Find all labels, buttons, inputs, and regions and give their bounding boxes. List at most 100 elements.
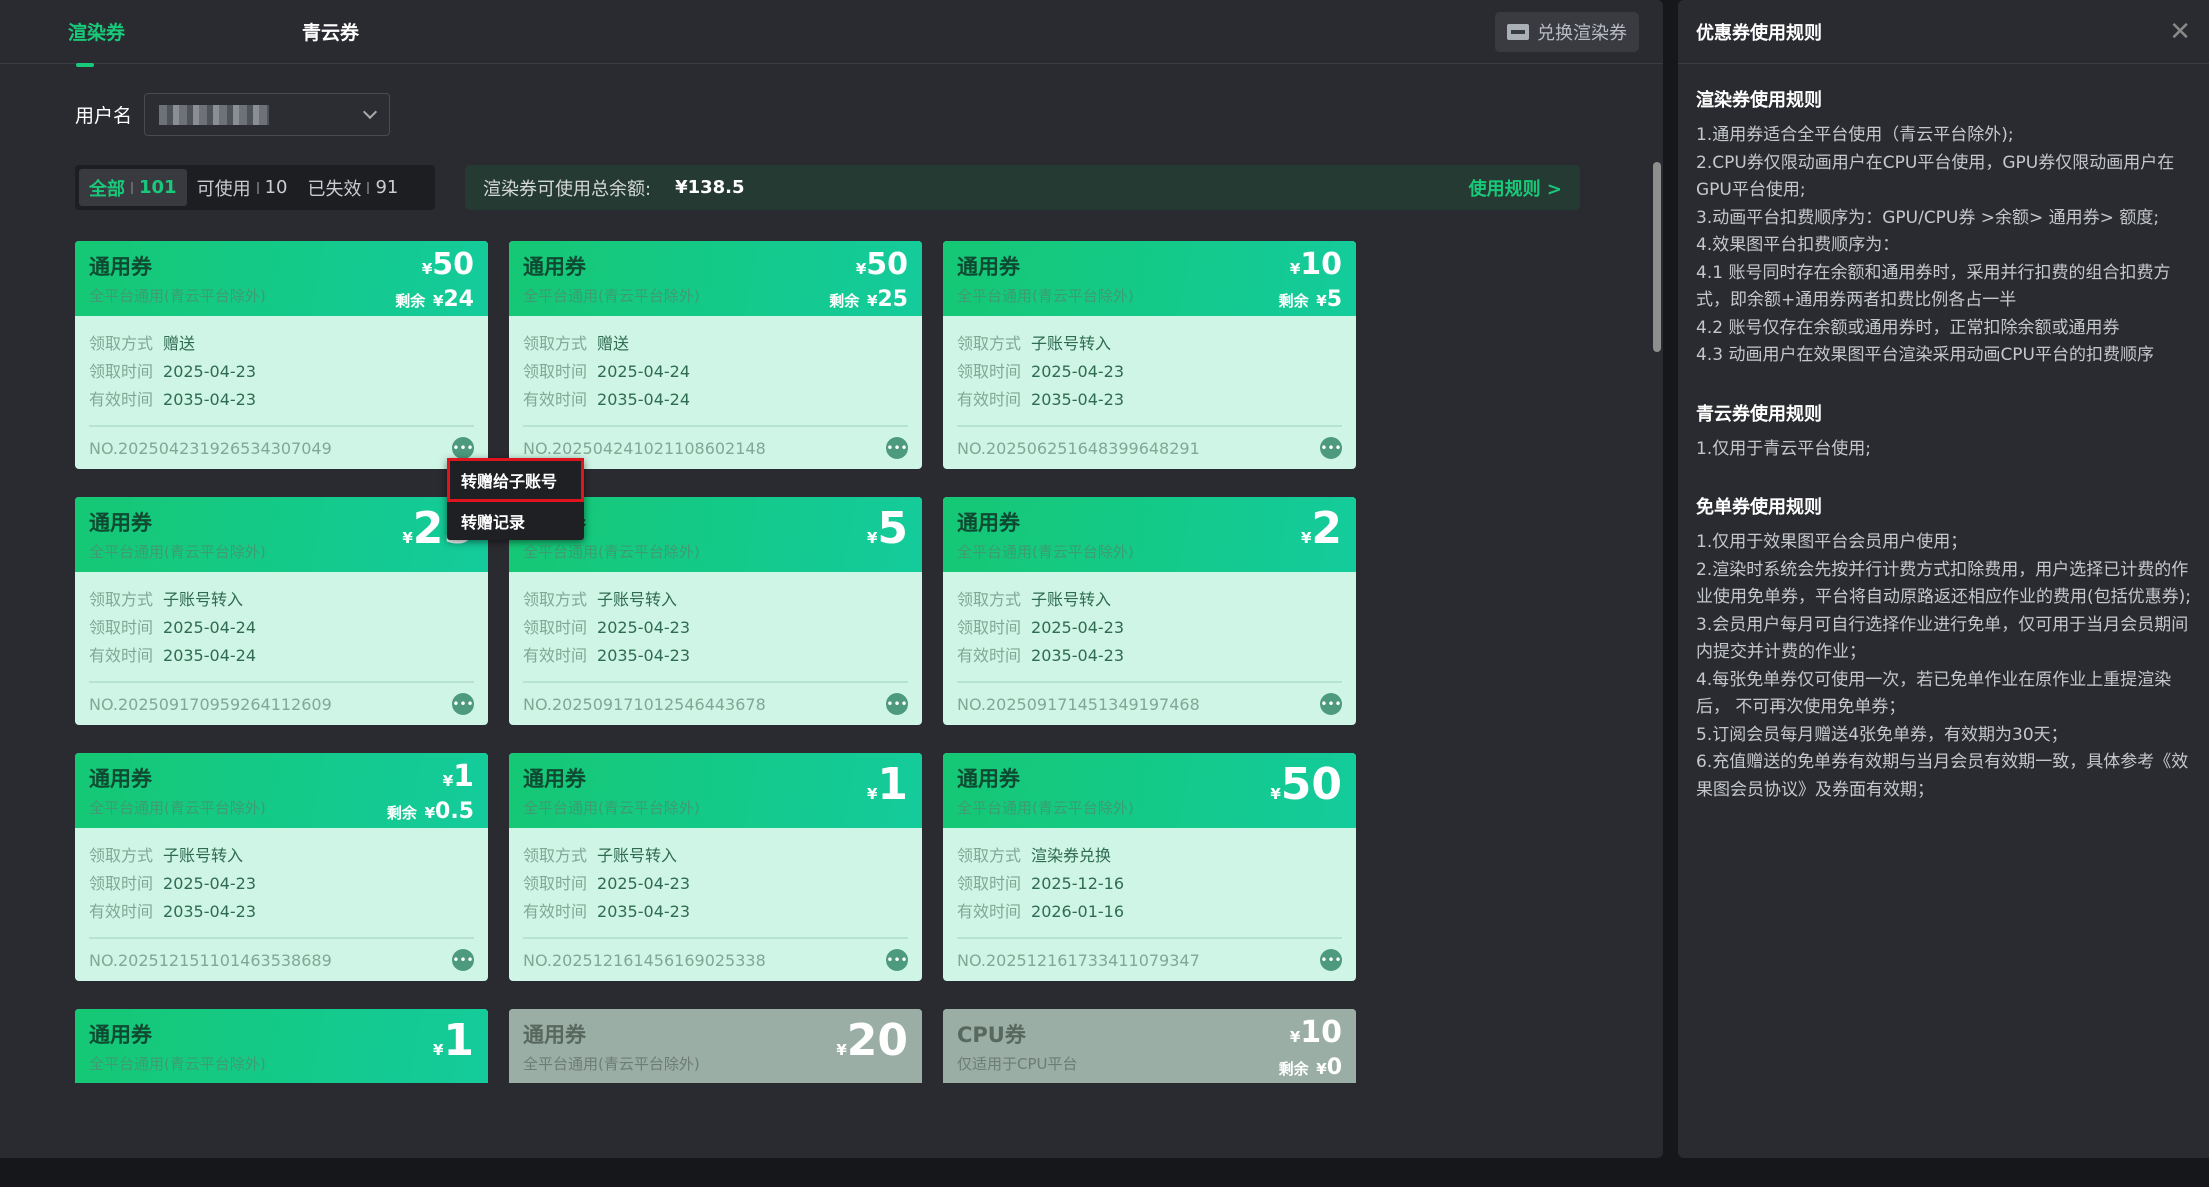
time-value: 2025-04-23 [597,618,690,637]
method-value: 赠送 [163,334,196,353]
time-value: 2025-04-23 [163,362,256,381]
rule-line: 2.渲染时系统会先按并行计费方式扣除费用，用户选择已计费的作业使用免单券，平台将… [1696,559,2191,608]
card-body: 领取方式 子账号转入 领取时间 2025-04-23 有效时间 2035-04-23 [75,828,488,926]
card-amount: ¥1 [443,759,474,794]
card-header: 通用券 全平台通用(青云平台除外) ¥50 剩余 ¥24 [75,241,488,316]
remain-value: 0 [1326,1055,1342,1080]
card-body: 领取方式 渲染券兑换 领取时间 2025-12-16 有效时间 2026-01-16 [943,828,1356,926]
scrollbar[interactable] [1653,162,1661,352]
field-label: 领取方式 [89,590,154,609]
coupon-card: 通用券 全平台通用(青云平台除外) ¥2 领取方式 子账号转入 领取时间 2025-04-2… [943,497,1356,725]
balance-label: 渲染券可使用总余额: [483,178,652,200]
more-icon[interactable]: ••• [452,949,474,971]
field-label: 领取时间 [89,618,154,637]
currency-symbol: ¥ [1270,785,1281,803]
method-value: 子账号转入 [1031,590,1112,609]
field-label: 领取时间 [523,618,588,637]
remain-label: 剩余 [386,804,417,822]
more-icon[interactable]: ••• [452,693,474,715]
method-row: 领取方式 赠送 [523,330,908,358]
coupon-card: 通用券 全平台通用(青云平台除外) ¥25 领取方式 子账号转入 领取时间 2025-04-… [75,497,488,725]
menu-item-transfer-to-subaccount[interactable]: 转赠给子账号 [447,458,584,502]
method-row: 领取方式 子账号转入 [89,586,474,614]
more-icon[interactable]: ••• [886,693,908,715]
currency-symbol: ¥ [1316,292,1327,310]
card-body: 领取方式 赠送 领取时间 2025-04-23 有效时间 2035-04-23 [75,316,488,414]
field-label: 有效时间 [957,902,1022,921]
currency-symbol: ¥ [1289,260,1301,278]
tab-render-coupon[interactable]: 渲染券 [68,18,125,67]
card-subtitle: 全平台通用(青云平台除外) [89,799,266,817]
more-icon[interactable]: ••• [1320,437,1342,459]
card-amount: ¥10 [1290,1015,1342,1050]
card-title: 通用券 [957,767,1020,791]
filter-count: 10 [264,177,288,198]
more-icon[interactable]: ••• [1320,949,1342,971]
remain-value: 24 [443,287,474,312]
card-title: 通用券 [957,255,1020,279]
currency-symbol: ¥ [1316,1060,1327,1078]
card-footer: NO.202512161733411079347 ••• [957,937,1342,981]
filter-expired[interactable]: 已失效 91 [297,169,408,206]
balance-bar: 渲染券可使用总余额: ¥138.5 使用规则 > [465,165,1580,210]
card-subtitle: 全平台通用(青云平台除外) [523,799,700,817]
method-value: 子账号转入 [163,590,244,609]
method-value: 赠送 [597,334,630,353]
rule-line: 1.通用券适合全平台使用（青云平台除外); [1696,125,2014,145]
amount-value: 2 [1311,503,1342,554]
amount-value: 10 [1300,247,1342,282]
card-title: 通用券 [89,511,152,535]
card-subtitle: 全平台通用(青云平台除外) [957,287,1134,305]
filter-available[interactable]: 可使用 10 [187,169,298,206]
card-amount: ¥5 [867,503,908,554]
rules-link[interactable]: 使用规则 > [1468,178,1562,200]
more-icon[interactable]: ••• [452,437,474,459]
more-icon[interactable]: ••• [886,437,908,459]
card-body: 领取方式 子账号转入 领取时间 2025-04-23 有效时间 2035-04-23 [943,572,1356,670]
coupon-number: NO.202509170959264112609 [89,694,332,714]
card-remaining: 剩余 ¥0 [1279,1055,1342,1080]
card-title: 通用券 [523,767,586,791]
card-header: 通用券 全平台通用(青云平台除外) ¥20 [509,1009,922,1083]
coupon-number: NO.202504231926534307049 [89,438,332,458]
valid-value: 2035-04-24 [163,646,256,665]
card-body: 领取方式 子账号转入 领取时间 2025-04-24 有效时间 2035-04-24 [75,572,488,670]
card-subtitle: 全平台通用(青云平台除外) [89,1055,266,1073]
card-footer: NO.202509170959264112609 ••• [89,681,474,725]
currency-symbol: ¥ [402,529,413,547]
more-icon[interactable]: ••• [1320,693,1342,715]
card-remaining: 剩余 ¥24 [395,287,474,312]
card-title: 通用券 [89,255,152,279]
close-icon[interactable]: ✕ [2169,16,2191,47]
method-row: 领取方式 子账号转入 [89,842,474,870]
card-subtitle: 全平台通用(青云平台除外) [957,799,1134,817]
username-select[interactable] [144,93,391,136]
time-row: 领取时间 2025-04-23 [523,870,908,898]
more-icon[interactable]: ••• [886,949,908,971]
card-amount: ¥1 [433,1015,474,1066]
field-label: 领取方式 [957,334,1022,353]
remain-label: 剩余 [1278,292,1309,310]
menu-item-transfer-record[interactable]: 转赠记录 [461,513,526,532]
filter-all[interactable]: 全部 101 [79,169,187,206]
field-label: 领取方式 [523,334,588,353]
amount-value: 50 [1280,759,1342,810]
redeem-button[interactable]: 兑换渲染券 [1495,12,1639,52]
more-menu: 转赠给子账号 转赠记录 [447,458,584,540]
username-blurred [159,104,270,125]
field-label: 有效时间 [957,390,1022,409]
card-remaining: 剩余 ¥5 [1279,287,1342,312]
ticket-icon [1507,24,1529,40]
filter-label: 可使用 [196,178,251,200]
time-value: 2025-04-23 [1031,362,1124,381]
time-row: 领取时间 2025-04-23 [957,358,1342,386]
card-subtitle: 全平台通用(青云平台除外) [523,1055,700,1073]
time-row: 领取时间 2025-04-23 [89,358,474,386]
section-title: 青云券使用规则 [1696,403,1822,425]
card-subtitle: 全平台通用(青云平台除外) [523,287,700,305]
card-footer: NO.202504241021108602148 ••• [523,425,908,469]
tab-qingyun-coupon[interactable]: 青云券 [302,22,360,44]
time-row: 领取时间 2025-04-23 [89,870,474,898]
card-body: 领取方式 子账号转入 领取时间 2025-04-23 有效时间 2035-04-23 [509,572,922,670]
valid-value: 2035-04-23 [163,902,256,921]
